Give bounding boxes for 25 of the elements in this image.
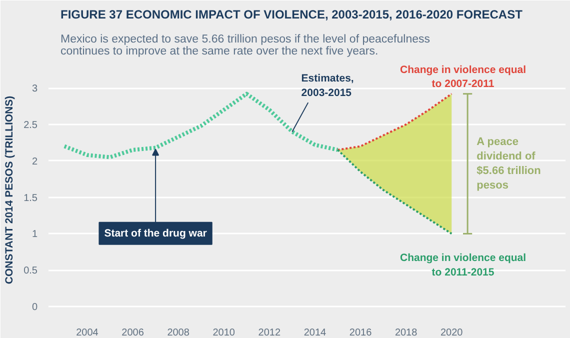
x-tick-label: 2016 bbox=[349, 328, 372, 338]
series-label: Change in violence equal to 2007-2011 bbox=[400, 64, 526, 90]
y-tick-label: 3 bbox=[32, 84, 38, 94]
text: Estimates, 2003-2015 bbox=[301, 72, 354, 99]
x-tick-label: 2006 bbox=[122, 328, 144, 338]
chart-title: FIGURE 37 ECONOMIC IMPACT OF VIOLENCE, 2003-2015, 2016-2020 FORECAST bbox=[60, 8, 524, 22]
line-series bbox=[336, 148, 453, 235]
chart-subtitle: Mexico is expected to save 5.66 trillion pesos if the level of peacefulness continues to improve at the same rate over the next five years. bbox=[60, 34, 430, 58]
y-tick-label: 2.5 bbox=[24, 120, 38, 131]
y-tick-label: 2 bbox=[32, 156, 38, 168]
y-tick-label: 0.5 bbox=[24, 266, 38, 277]
x-tick-label: 2012 bbox=[258, 328, 281, 338]
y-tick-label: 1.5 bbox=[24, 192, 38, 204]
text: Change in violence equal to 2011-2015 bbox=[400, 252, 526, 278]
x-tick-label: 2010 bbox=[212, 328, 236, 338]
x-tick-label: 2020 bbox=[440, 328, 464, 338]
y-axis-title: CONSTANT 2014 PESOS (TRILLIONS) bbox=[4, 96, 16, 284]
y-tick-label: 0 bbox=[32, 302, 38, 314]
annotation: Start of the drug war bbox=[104, 227, 207, 240]
x-tick-label: 2008 bbox=[167, 328, 190, 338]
x-tick-label: 2018 bbox=[394, 328, 418, 338]
x-tick-label: 2004 bbox=[76, 328, 99, 338]
y-tick-label: 1 bbox=[32, 229, 38, 240]
annotation: A peace dividend of $5.66 trillion pesos bbox=[476, 136, 542, 192]
x-tick-label: 2014 bbox=[304, 328, 327, 338]
